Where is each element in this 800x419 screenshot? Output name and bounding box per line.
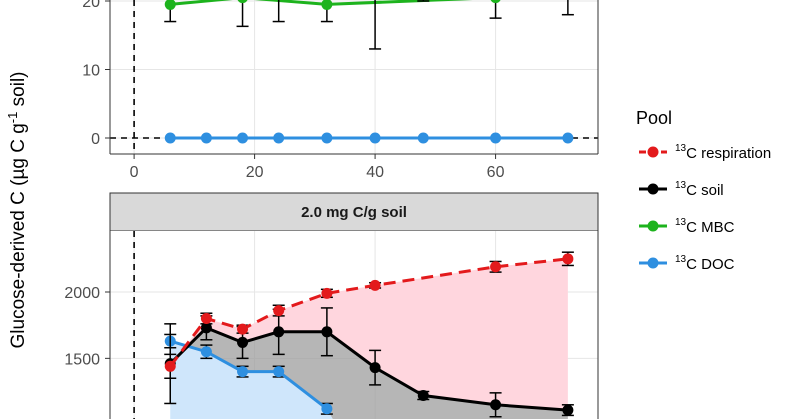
legend-key-point [647, 183, 659, 195]
top-data-point [164, 132, 176, 144]
doc-area [170, 341, 333, 419]
top-x-tick-label: 40 [366, 164, 384, 181]
legend-label-sup: 13 [675, 217, 687, 228]
legend-title: Pool [636, 108, 672, 128]
soil-area [170, 327, 568, 419]
y-axis-label-sup: -1 [5, 112, 20, 124]
legend-label-text: C respiration [686, 145, 771, 162]
top-data-point [273, 132, 285, 144]
respiration-line [169, 257, 569, 368]
respiration-point [321, 287, 333, 299]
respiration-point [237, 323, 249, 335]
doc-point [321, 403, 333, 415]
y-axis-label-main: Glucose-derived C (µg C g [8, 123, 29, 348]
bottom-panel: 1000 1500 2000 [64, 231, 599, 419]
top-data-point [164, 0, 176, 10]
soil-point [417, 390, 429, 402]
bottom-strip: 2.0 mg C/g soil [109, 192, 599, 232]
doc-point [273, 366, 285, 378]
legend-label-sup: 13 [675, 254, 687, 265]
soil-point [369, 362, 381, 374]
respiration-area [170, 258, 568, 411]
top-data-point [200, 132, 212, 144]
top-y-ticks: 0 10 20 [82, 0, 110, 148]
bottom-y-tick-label: 1000 [64, 418, 100, 419]
top-x-tick-label: 0 [130, 164, 139, 181]
legend-key-point [647, 146, 659, 158]
strip-label: 2.0 mg C/g soil [301, 204, 407, 221]
soil-point [200, 322, 212, 334]
top-y-tick-label: 10 [82, 63, 100, 80]
top-data-point [237, 132, 249, 144]
respiration-point [369, 279, 381, 291]
soil-point [273, 326, 285, 338]
respiration-point [200, 313, 212, 325]
legend-label: 13C soil [675, 180, 724, 199]
legend-label-sup: 13 [675, 143, 687, 154]
legend-label-text: C DOC [686, 256, 735, 273]
respiration-point [562, 253, 574, 265]
top-x-tick-label: 20 [246, 164, 264, 181]
top-data-point [490, 0, 501, 4]
bottom-y-tick-label: 2000 [64, 285, 100, 302]
respiration-point [273, 305, 285, 317]
top-data-point [417, 132, 429, 144]
respiration-point [490, 261, 502, 273]
soil-point [237, 336, 249, 348]
top-panel-background [110, 0, 598, 154]
top-x-ticks: 0 20 40 60 [130, 154, 505, 181]
soil-point [562, 404, 574, 416]
respiration-point [164, 360, 176, 372]
top-y-tick-label: 0 [91, 131, 100, 148]
legend-label: 13C respiration [675, 143, 771, 162]
bottom-y-ticks: 1000 1500 2000 [64, 285, 110, 419]
top-x-tick-label: 60 [487, 164, 505, 181]
top-data-point [237, 0, 248, 4]
legend-label-text: C MBC [686, 219, 735, 236]
top-panel: 0 10 20 0 20 40 60 [82, 0, 599, 181]
top-data-point [369, 132, 381, 144]
y-axis-label: Glucose-derived C (µg C g-1 soil) [5, 72, 29, 349]
top-series-line [170, 0, 473, 6]
legend-label-sup: 13 [675, 180, 687, 191]
top-data-point [321, 132, 333, 144]
top-data-point [490, 132, 502, 144]
top-data-point [562, 132, 574, 144]
legend-label: 13C DOC [675, 254, 735, 273]
legend-label-text: C soil [686, 182, 724, 199]
legend-key-point [647, 220, 659, 232]
top-marks [164, 0, 574, 144]
legend-key-point [647, 257, 659, 269]
legend-label: 13C MBC [675, 217, 735, 236]
bottom-marks [164, 251, 574, 419]
top-data-point [321, 0, 333, 10]
strip-background [109, 192, 599, 232]
soil-point [490, 399, 502, 411]
y-axis-label-tail: soil) [8, 72, 29, 112]
soil-point [321, 326, 333, 338]
doc-point [200, 346, 212, 358]
bottom-y-tick-label: 1500 [64, 351, 100, 368]
top-y-tick-label: 20 [82, 0, 100, 11]
doc-point [237, 366, 249, 378]
